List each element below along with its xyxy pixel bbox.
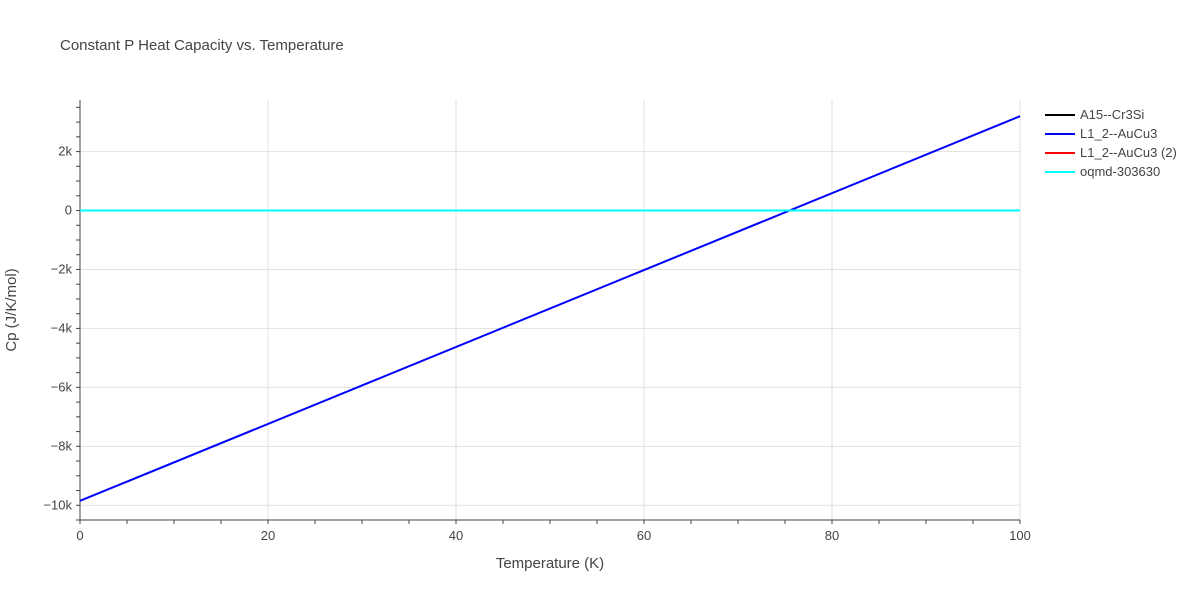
legend-item-a15-cr3si[interactable]: A15--Cr3Si [1045, 107, 1144, 122]
grid [80, 100, 1021, 520]
x-tick-label: 80 [825, 528, 839, 543]
legend-label: L1_2--AuCu3 [1080, 126, 1157, 141]
x-axis-title: Temperature (K) [496, 555, 604, 572]
y-tick-label: 2k [58, 144, 72, 159]
series-group [79, 115, 1021, 502]
y-tick-label: −8k [51, 438, 73, 453]
chart-title: Constant P Heat Capacity vs. Temperature [60, 37, 344, 54]
x-tick-label: 20 [261, 528, 275, 543]
legend-label: oqmd-303630 [1080, 164, 1160, 179]
y-tick-label: −4k [51, 320, 73, 335]
tick-labels: 0 20 40 60 80 100 −10k −8k −6k −4k −2k 0 2k [43, 144, 1030, 543]
series-line-l1-2-aucu3 [79, 115, 1021, 502]
x-tick-label: 40 [449, 528, 463, 543]
axes [76, 100, 1021, 524]
legend-item-l1-2-aucu3-2[interactable]: L1_2--AuCu3 (2) [1045, 145, 1177, 160]
legend-item-oqmd-303630[interactable]: oqmd-303630 [1045, 164, 1160, 179]
legend-label: L1_2--AuCu3 (2) [1080, 145, 1177, 160]
y-tick-label: −10k [43, 497, 72, 512]
legend-label: A15--Cr3Si [1080, 107, 1144, 122]
x-tick-label: 60 [637, 528, 651, 543]
legend[interactable]: A15--Cr3Si L1_2--AuCu3 L1_2--AuCu3 (2) oqmd… [1045, 107, 1177, 179]
x-tick-label: 0 [76, 528, 83, 543]
y-tick-label: 0 [65, 203, 72, 218]
legend-item-l1-2-aucu3[interactable]: L1_2--AuCu3 [1045, 126, 1157, 141]
y-axis-title: Cp (J/K/mol) [3, 268, 20, 351]
y-tick-label: −2k [51, 261, 73, 276]
x-tick-label: 100 [1009, 528, 1031, 543]
y-tick-label: −6k [51, 379, 73, 394]
